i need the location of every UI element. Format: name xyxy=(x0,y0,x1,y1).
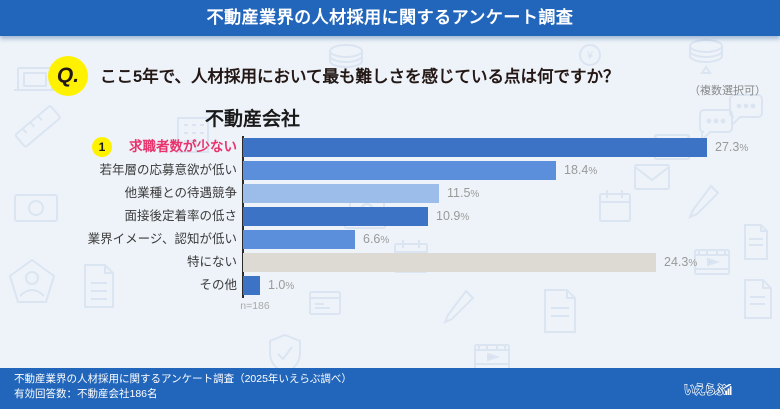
svg-text:¥: ¥ xyxy=(586,50,594,62)
